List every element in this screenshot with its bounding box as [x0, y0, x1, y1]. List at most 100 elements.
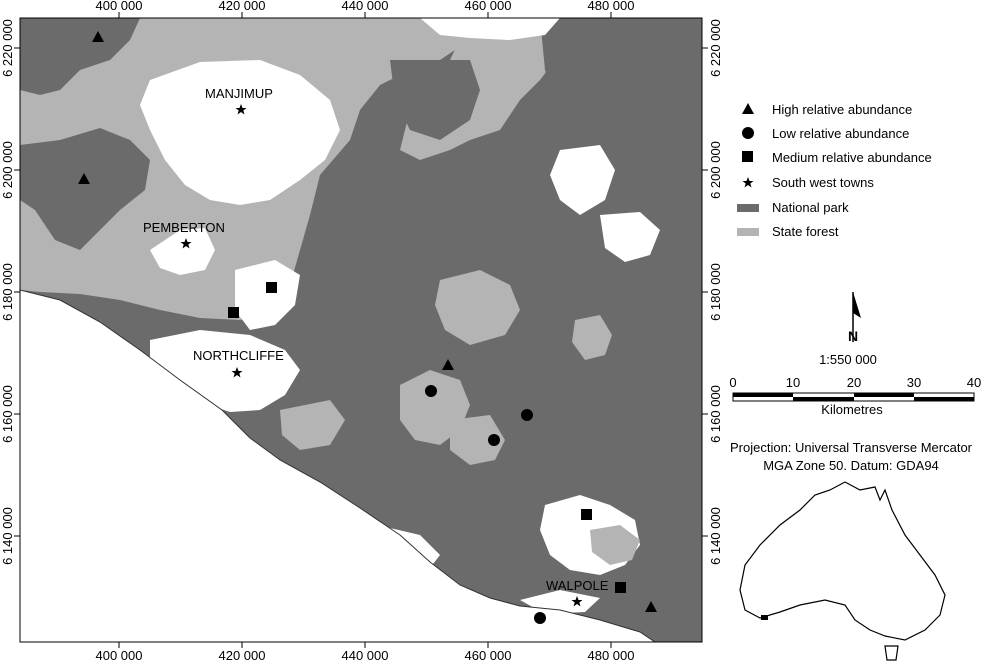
- left-axis-label: 6 160 000: [0, 385, 15, 443]
- state-forest-patch-south: [450, 415, 505, 465]
- right-axis-label: 6 180 000: [708, 263, 723, 321]
- legend-state-forest-swatch: [737, 228, 759, 236]
- map-area: [20, 18, 702, 642]
- scale-tick-label: 10: [786, 375, 800, 390]
- north-arrow-icon: N: [848, 292, 861, 344]
- map-ticks: [14, 12, 708, 648]
- cleared-land-centre: [235, 260, 300, 330]
- right-axis-label: 6 220 000: [708, 19, 723, 77]
- town-star-icon: [180, 238, 192, 249]
- projection-line-1: Projection: Universal Transverse Mercato…: [730, 440, 973, 455]
- medium-abundance-square-icon: [615, 582, 626, 593]
- legend-star-icon: [742, 177, 754, 188]
- scale-segment: [733, 393, 793, 397]
- national-park-block-west: [20, 128, 150, 250]
- left-axis-label: 6 140 000: [0, 507, 15, 565]
- top-axis-label: 480 000: [588, 0, 635, 13]
- town-star-icon: [231, 367, 243, 378]
- bottom-axis-label: 420 000: [219, 648, 266, 663]
- cleared-land-patch: [600, 212, 660, 262]
- high-abundance-triangle-icon: [645, 601, 657, 612]
- legend-label: Low relative abundance: [772, 126, 909, 141]
- projection-line-2: MGA Zone 50. Datum: GDA94: [763, 458, 939, 473]
- legend-label: Medium relative abundance: [772, 150, 932, 165]
- national-park-block-east: [540, 18, 702, 250]
- low-abundance-circle-icon: [488, 434, 500, 446]
- national-park-block-northwest: [20, 18, 140, 95]
- top-axis-label: 400 000: [96, 0, 143, 13]
- cleared-land-pemberton: [150, 228, 215, 275]
- australia-outline-icon: [739, 481, 946, 661]
- map-border: [19, 17, 703, 643]
- right-axis-label: 6 140 000: [708, 507, 723, 565]
- bottom-axis-label: 440 000: [342, 648, 389, 663]
- town-label-pemberton: PEMBERTON: [143, 220, 225, 235]
- state-forest-patch-west: [280, 400, 345, 450]
- high-abundance-triangle-icon: [92, 31, 104, 42]
- scale-unit: Kilometres: [821, 402, 883, 417]
- town-labels: MANJIMUP PEMBERTON NORTHCLIFFE WALPOLE: [143, 86, 609, 593]
- scale-tick-label: 20: [847, 375, 861, 390]
- scale-tick-label: 0: [729, 375, 736, 390]
- bottom-axis-label: 480 000: [588, 648, 635, 663]
- low-abundance-circle-icon: [425, 385, 437, 397]
- legend: High relative abundance Low relative abu…: [737, 102, 932, 239]
- right-axis-labels: 6 220 000 6 200 000 6 180 000 6 160 000 …: [708, 19, 723, 565]
- top-axis-label: 460 000: [465, 0, 512, 13]
- bottom-axis-labels: 400 000 420 000 440 000 460 000 480 000: [96, 648, 635, 663]
- legend-circle-icon: [742, 127, 754, 139]
- scale-tick-label: 40: [967, 375, 981, 390]
- medium-abundance-square-icon: [228, 307, 239, 318]
- legend-triangle-icon: [742, 103, 754, 114]
- coastline: [20, 289, 656, 642]
- top-axis-label: 420 000: [219, 0, 266, 13]
- cleared-land-manjimup: [140, 60, 340, 205]
- left-axis-label: 6 180 000: [0, 263, 15, 321]
- medium-abundance-square-icon: [581, 509, 592, 520]
- right-axis-label: 6 160 000: [708, 385, 723, 443]
- low-abundance-circle-icon: [534, 612, 546, 624]
- legend-label: South west towns: [772, 175, 874, 190]
- legend-label: High relative abundance: [772, 102, 912, 117]
- scale-ticks: 0 10 20 30 40: [729, 375, 981, 390]
- study-area-marker: [761, 615, 768, 620]
- bottom-axis-label: 400 000: [96, 648, 143, 663]
- high-abundance-triangle-icon: [78, 173, 90, 184]
- low-abundance-circle-icon: [521, 409, 533, 421]
- left-axis-labels: 6 220 000 6 200 000 6 180 000 6 160 000 …: [0, 19, 15, 565]
- high-abundance-triangle-icon: [442, 359, 454, 370]
- scale-segment: [854, 393, 914, 397]
- town-star-icon: [235, 104, 247, 115]
- town-star-icon: [571, 596, 583, 607]
- cleared-land-east: [550, 145, 615, 215]
- legend-national-park-swatch: [737, 204, 759, 212]
- national-park-block-center: [390, 60, 480, 140]
- town-label-northcliffe: NORTHCLIFFE: [193, 348, 284, 363]
- bottom-axis-label: 460 000: [465, 648, 512, 663]
- tasmania-outline: [884, 645, 899, 661]
- legend-square-icon: [742, 151, 753, 162]
- state-forest-patch-east: [572, 315, 612, 360]
- state-forest-patch-walpole: [590, 525, 640, 565]
- scale-tick-label: 30: [907, 375, 921, 390]
- left-axis-label: 6 220 000: [0, 19, 15, 77]
- right-axis-label: 6 200 000: [708, 141, 723, 199]
- town-label-walpole: WALPOLE: [546, 578, 609, 593]
- projection-note: Projection: Universal Transverse Mercato…: [730, 440, 973, 473]
- scale-segment: [914, 397, 974, 401]
- scale-segment: [793, 397, 854, 401]
- north-label: N: [848, 328, 858, 344]
- cleared-land-northcliffe: [150, 330, 300, 412]
- site-markers: [78, 31, 657, 624]
- medium-abundance-square-icon: [266, 282, 277, 293]
- top-axis-label: 440 000: [342, 0, 389, 13]
- scale-ratio: 1:550 000: [819, 352, 877, 367]
- scale-bar: 1:550 000 0 10 20 30 40 Kilometres: [729, 352, 981, 417]
- legend-label: National park: [772, 200, 849, 215]
- cleared-land-north: [420, 18, 560, 40]
- top-axis-labels: 400 000 420 000 440 000 460 000 480 000: [96, 0, 635, 13]
- town-label-manjimup: MANJIMUP: [205, 86, 273, 101]
- state-forest-patch-upper: [435, 270, 520, 345]
